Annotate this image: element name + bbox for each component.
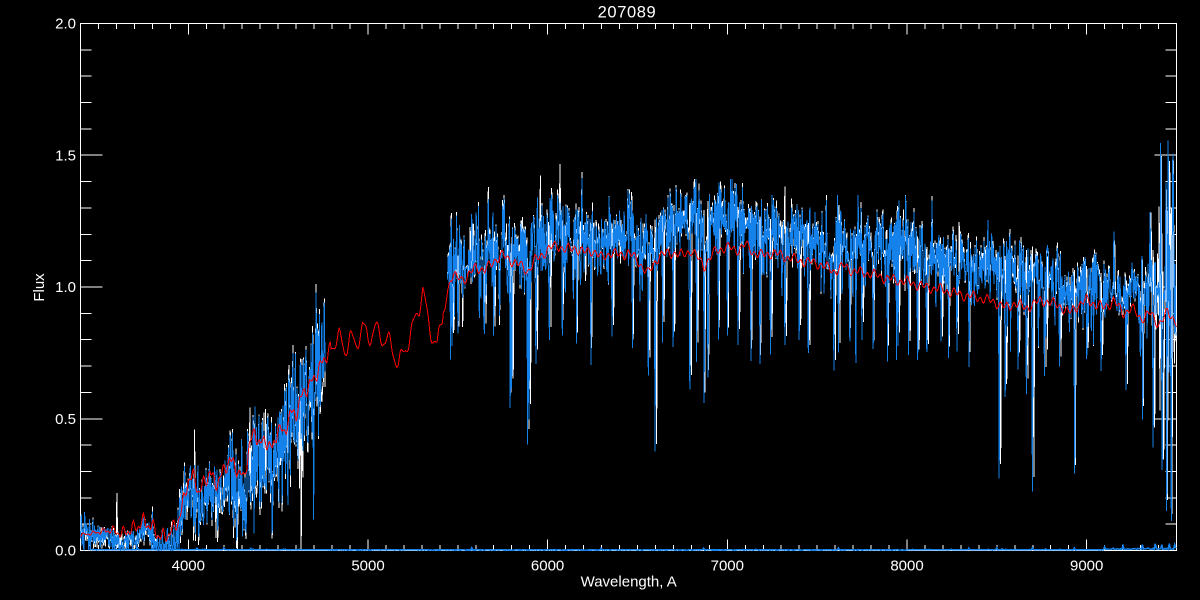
svg-text:5000: 5000 bbox=[351, 558, 384, 575]
svg-text:2.0: 2.0 bbox=[55, 16, 76, 33]
svg-text:Wavelength, A: Wavelength, A bbox=[581, 574, 677, 591]
svg-text:1.0: 1.0 bbox=[55, 279, 76, 296]
svg-text:207089: 207089 bbox=[598, 4, 657, 22]
svg-text:4000: 4000 bbox=[172, 558, 205, 575]
svg-text:7000: 7000 bbox=[711, 558, 744, 575]
svg-text:Flux: Flux bbox=[31, 273, 48, 302]
svg-text:0.5: 0.5 bbox=[55, 411, 76, 428]
svg-text:8000: 8000 bbox=[890, 558, 923, 575]
svg-text:6000: 6000 bbox=[531, 558, 564, 575]
svg-text:1.5: 1.5 bbox=[55, 147, 76, 164]
svg-text:0.0: 0.0 bbox=[55, 543, 76, 560]
svg-text:9000: 9000 bbox=[1070, 558, 1103, 575]
